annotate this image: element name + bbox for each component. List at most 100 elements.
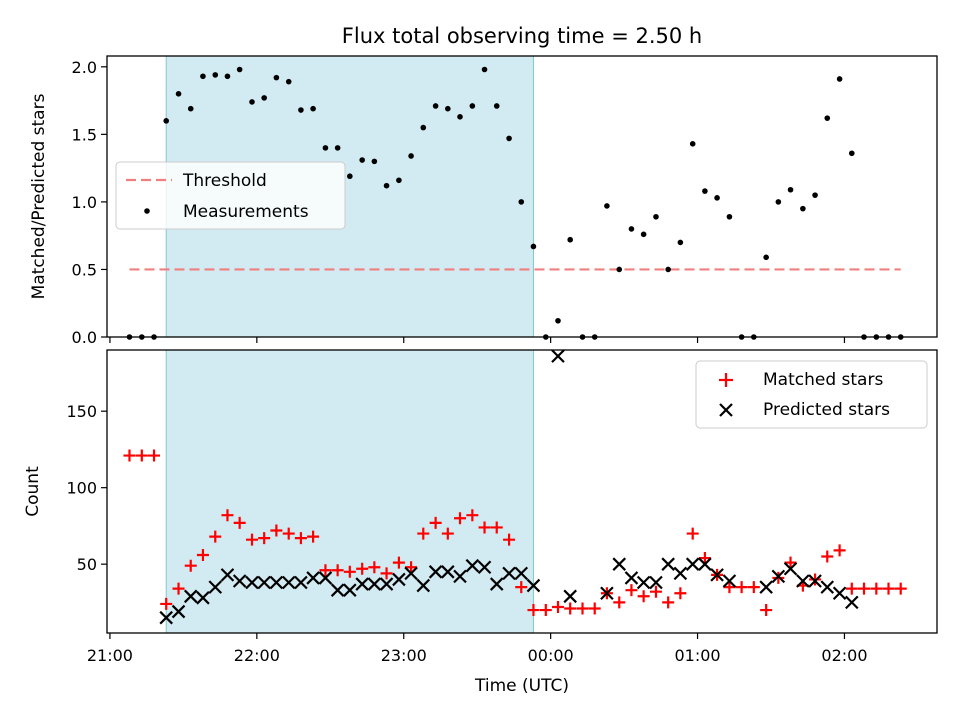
predicted-star-point	[526, 578, 541, 593]
matched-star-point	[123, 449, 136, 462]
matched-star-point	[454, 512, 467, 525]
predicted-star-point	[636, 575, 651, 590]
matched-star-point	[184, 559, 197, 572]
matched-star-point	[172, 582, 185, 595]
predicted-star-point	[367, 577, 382, 591]
predicted-star-point	[514, 566, 529, 581]
predicted-star-point	[685, 557, 700, 571]
measurement-point	[322, 145, 329, 151]
measurement-point	[408, 153, 414, 159]
y-tick-label: 0.5	[72, 260, 97, 279]
predicted-star-point	[832, 586, 847, 601]
legend-swatch-predicted	[719, 403, 733, 417]
predicted-star-point	[845, 595, 859, 610]
matched-star-point	[160, 597, 173, 610]
measurement-point	[665, 266, 671, 273]
predicted-star-point	[600, 586, 614, 601]
matched-star-point	[784, 556, 797, 569]
predicted-star-point	[502, 566, 516, 581]
measurement-point	[187, 105, 194, 112]
matched-star-point	[380, 567, 393, 580]
legend-label-predicted: Predicted stars	[763, 400, 890, 420]
predicted-star-point	[416, 578, 431, 593]
predicted-star-point	[269, 575, 284, 590]
measurement-point	[273, 74, 280, 81]
measurement-point	[212, 72, 219, 78]
y-axis-label: Matched/Predicted stars	[29, 93, 49, 299]
matched-star-point	[539, 604, 552, 617]
measurement-point	[714, 195, 720, 201]
predicted-star-point	[771, 569, 786, 584]
measurement-point	[763, 254, 769, 261]
measurement-point	[616, 266, 623, 273]
matched-star-point	[662, 596, 675, 609]
measurement-point	[628, 226, 635, 232]
predicted-star-point	[624, 571, 639, 585]
x-tick-label: 00:00	[528, 646, 574, 665]
predicted-star-point	[820, 580, 835, 594]
measurement-point	[677, 239, 684, 246]
matched-star-point	[209, 530, 222, 543]
measurement-point	[689, 141, 696, 147]
matched-star-point	[686, 527, 699, 540]
x-tick-label: 22:00	[234, 646, 280, 665]
predicted-star-point	[404, 566, 418, 581]
measurement-point	[236, 66, 243, 73]
y-tick-label: 50	[77, 555, 97, 574]
matched-star-point	[760, 604, 773, 617]
measurement-point	[420, 124, 427, 131]
measurement-point	[432, 103, 439, 109]
matched-star-point	[221, 509, 234, 522]
matched-star-point	[637, 590, 650, 603]
matched-star-point	[343, 565, 356, 578]
predicted-star-point	[441, 565, 455, 579]
predicted-star-point	[551, 349, 565, 363]
measurement-point	[359, 157, 365, 163]
predicted-star-point	[808, 574, 822, 588]
measurement-point	[310, 105, 316, 112]
measurement-point	[812, 192, 818, 198]
legend-swatch-matched	[719, 373, 733, 387]
predicted-star-point	[257, 575, 271, 590]
predicted-star-point	[159, 610, 173, 625]
matched-star-point	[282, 527, 295, 540]
predicted-star-point	[489, 577, 504, 591]
measurement-point	[224, 73, 231, 80]
measurement-point	[493, 103, 500, 109]
measurement-point	[445, 105, 451, 112]
y-axis-ticks: 0.0 0.5 1.0 1.5 2.0	[72, 58, 107, 347]
matched-star-point	[674, 587, 687, 600]
measurement-point	[726, 213, 733, 220]
measurement-point	[334, 145, 341, 151]
predicted-star-point	[196, 591, 210, 605]
matched-star-point	[245, 533, 258, 546]
predicted-star-point	[379, 577, 394, 591]
legend-box	[695, 360, 928, 429]
matched-star-point	[894, 582, 907, 595]
y-axis-ticks: 50 100 150	[66, 402, 107, 574]
predicted-star-point	[673, 566, 688, 581]
matched-star-point	[503, 533, 516, 546]
measurement-point	[371, 158, 378, 165]
measurement-point	[653, 213, 659, 220]
measurement-point	[383, 182, 390, 189]
predicted-star-point	[392, 572, 406, 587]
matched-star-point	[527, 604, 540, 617]
measurement-point	[261, 95, 267, 101]
predicted-star-point	[208, 580, 223, 594]
measurement-point	[800, 205, 806, 212]
measurement-point	[824, 115, 831, 121]
x-tick-label: 23:00	[381, 646, 427, 665]
x-tick-label: 01:00	[674, 646, 720, 665]
measurement-point	[775, 199, 782, 205]
matched-star-point	[319, 564, 332, 577]
measurement-point	[200, 73, 206, 80]
predicted-star-point	[355, 577, 369, 591]
measurement-point	[469, 103, 476, 109]
plot-frame	[106, 55, 938, 338]
measurement-point	[298, 107, 304, 113]
predicted-star-point	[698, 557, 712, 571]
matched-star-point	[368, 561, 381, 574]
legend-label-threshold: Threshold	[182, 171, 267, 191]
